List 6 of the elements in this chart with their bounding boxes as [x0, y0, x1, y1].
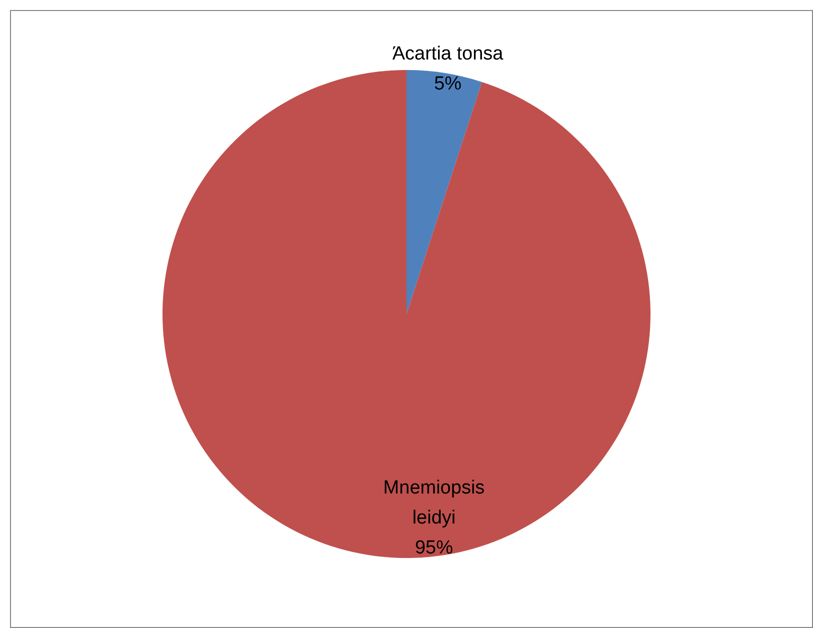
slice-label: Mnemiopsis leidyi: [383, 478, 485, 529]
data-label: 95%: [414, 538, 454, 559]
pie-slice: [406, 70, 482, 314]
pie-slice: [162, 70, 650, 558]
slice-label: Άcartia tonsa: [392, 43, 504, 64]
data-label: 5%: [434, 73, 462, 94]
